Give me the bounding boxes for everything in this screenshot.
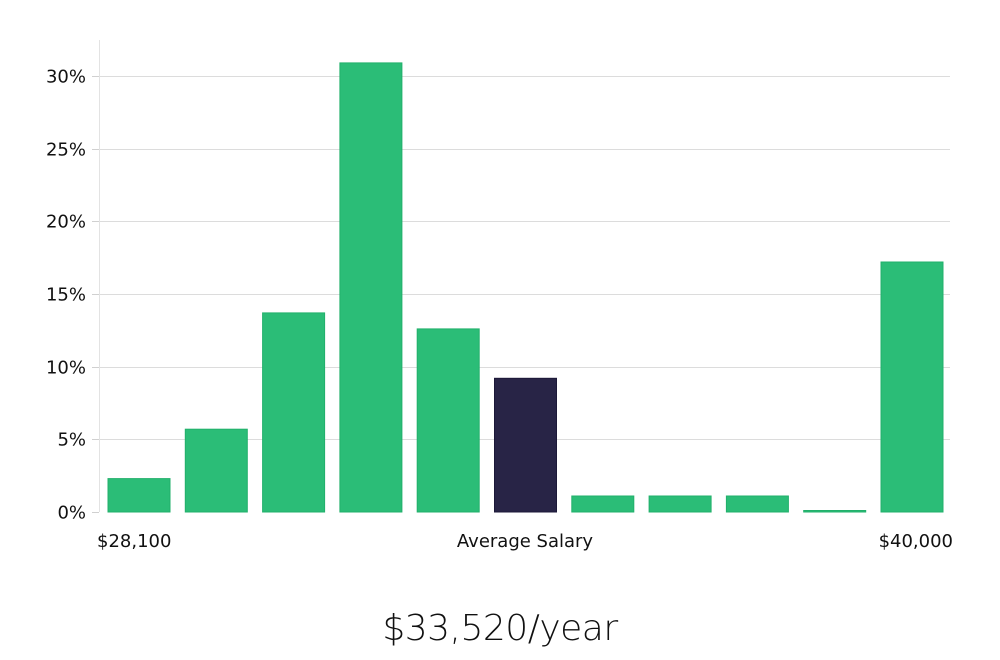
- bar: [803, 510, 867, 513]
- y-tick-label: 0%: [57, 503, 86, 524]
- bar: [725, 495, 789, 513]
- x-axis-title: Average Salary: [457, 531, 594, 552]
- bar: [880, 261, 944, 513]
- y-tick-label: 20%: [46, 212, 86, 233]
- bar: [416, 328, 480, 513]
- bar: [107, 478, 171, 513]
- bar: [571, 495, 635, 513]
- y-tick-label: 25%: [46, 140, 86, 161]
- y-axis-ticks: 0% 5% 10% 15% 20% 25% 30%: [46, 67, 99, 524]
- y-tick-label: 30%: [46, 67, 86, 88]
- y-tick-label: 10%: [46, 358, 86, 379]
- bar: [262, 312, 326, 513]
- bar-highlight: [494, 377, 557, 513]
- salary-histogram: 0% 5% 10% 15% 20% 25% 30% $28,100 Average Sala…: [46, 40, 953, 552]
- x-min-label: $28,100: [97, 531, 171, 552]
- x-max-label: $40,000: [879, 531, 953, 552]
- y-tick-label: 15%: [46, 285, 86, 306]
- average-salary-value: $33,520/year: [382, 608, 618, 649]
- y-tick-label: 5%: [57, 430, 86, 451]
- bar: [339, 62, 403, 513]
- bar: [648, 495, 712, 513]
- grid-lines: [100, 76, 950, 440]
- bar: [184, 428, 248, 513]
- bars: [107, 62, 944, 513]
